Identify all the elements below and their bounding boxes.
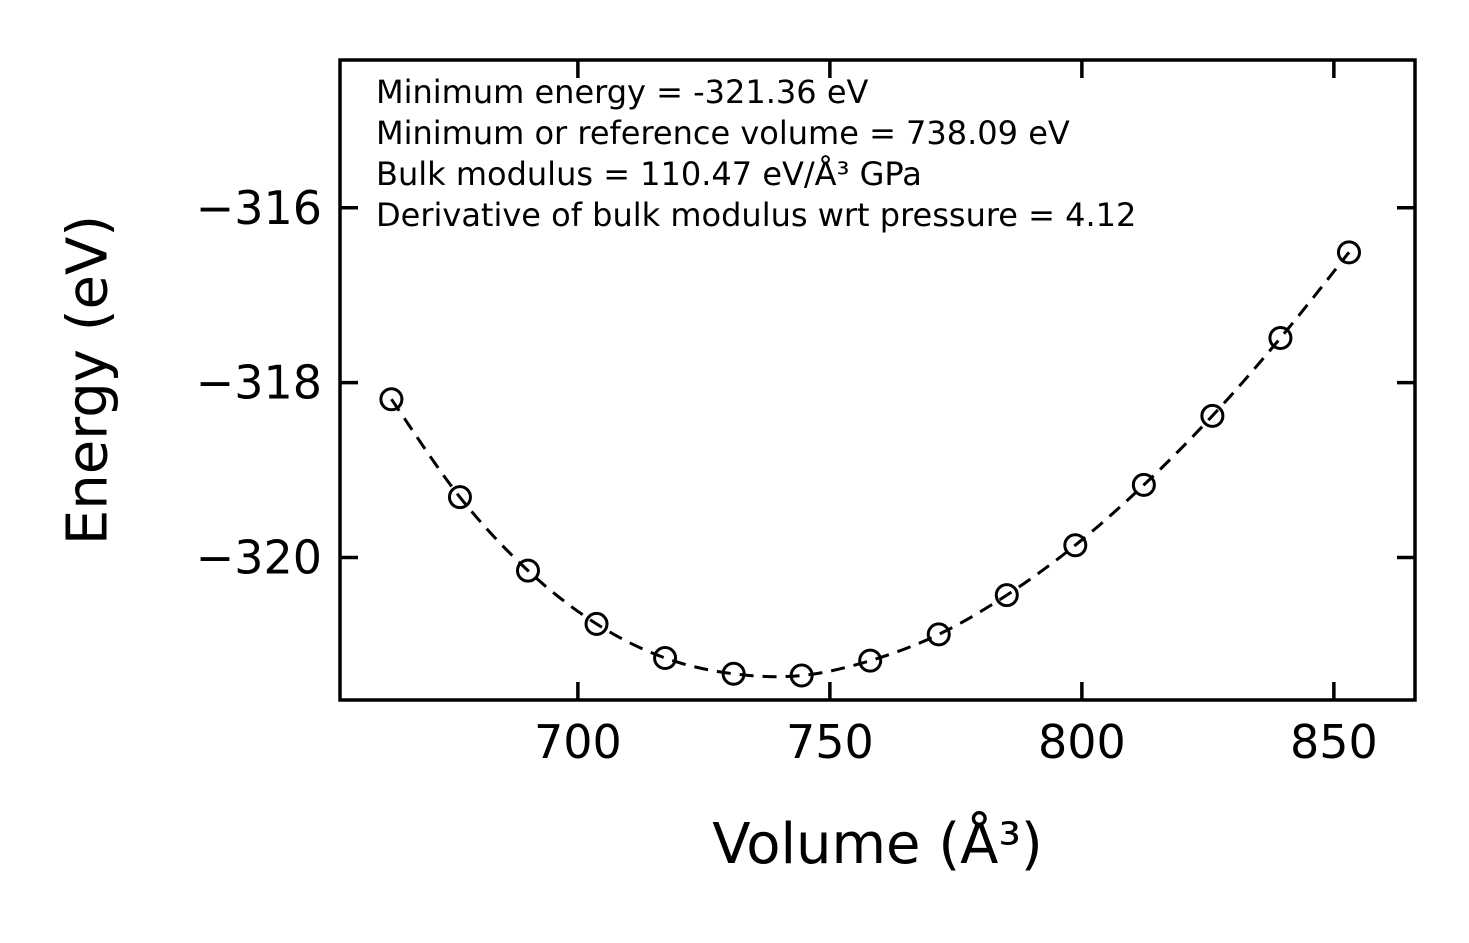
annotation-min-volume: Minimum or reference volume = 738.09 eV xyxy=(376,114,1070,152)
data-point-marker xyxy=(926,622,951,647)
annotation-min-energy: Minimum energy = -321.36 eV xyxy=(376,73,869,111)
data-point-marker xyxy=(1063,533,1088,558)
data-point-marker xyxy=(1131,472,1156,497)
data-point-marker xyxy=(447,485,472,510)
x-tick-label: 700 xyxy=(534,715,622,769)
data-point-marker xyxy=(653,646,678,671)
data-point-marker xyxy=(994,583,1019,608)
y-tick-label: −318 xyxy=(196,356,322,410)
y-axis-label: Energy (eV) xyxy=(55,214,121,546)
x-tick-label: 850 xyxy=(1290,715,1378,769)
annotation-bulk-modulus: Bulk modulus = 110.47 eV/Å³ GPa xyxy=(376,155,922,193)
y-tick-label: −316 xyxy=(196,181,322,235)
plot-border xyxy=(338,58,1417,702)
x-tick-label: 800 xyxy=(1038,715,1126,769)
data-point-marker xyxy=(379,387,404,412)
data-point-marker xyxy=(1336,240,1361,265)
data-point-marker xyxy=(721,661,746,686)
annotation-bulk-modulus-derivative: Derivative of bulk modulus wrt pressure … xyxy=(376,196,1137,234)
x-axis-label: Volume (Å³) xyxy=(712,812,1043,877)
x-tick-label: 750 xyxy=(786,715,874,769)
y-tick-label: −320 xyxy=(196,530,322,584)
fit-results-annotation: Minimum energy = -321.36 eV Minimum or r… xyxy=(376,72,1136,236)
data-point-marker xyxy=(1200,403,1225,428)
data-point-marker xyxy=(789,663,814,688)
data-point-marker xyxy=(584,611,609,636)
data-point-marker xyxy=(858,648,883,673)
data-point-marker xyxy=(1268,326,1293,351)
data-point-marker xyxy=(515,558,540,583)
